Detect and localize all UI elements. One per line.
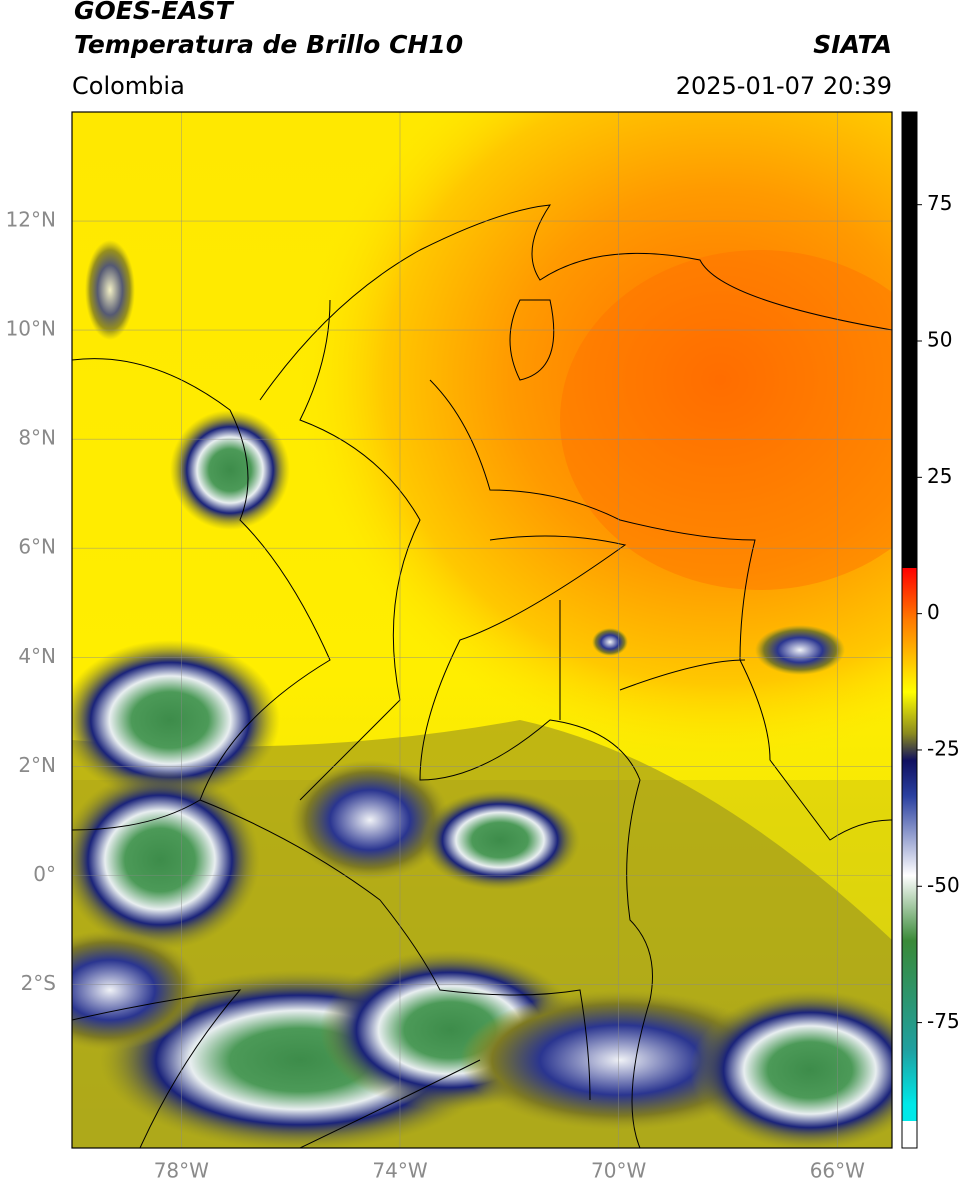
colorbar-tick-label: 0 (927, 600, 940, 624)
y-tick-label: 2°N (18, 753, 56, 777)
colorbar-tick-label: -75 (927, 1009, 960, 1033)
colorbar-tick-label: 50 (927, 328, 952, 352)
x-tick-label: 78°W (154, 1159, 209, 1183)
y-tick-label: 0° (33, 862, 56, 886)
y-tick-label: 8°N (18, 426, 56, 450)
grid (72, 112, 892, 1148)
x-tick-label: 66°W (810, 1159, 865, 1183)
region: Colombia (72, 72, 185, 100)
y-tick-label: 6°N (18, 535, 56, 559)
colorbar-tick-label: -25 (927, 736, 960, 760)
colorbar-tick-label: 25 (927, 464, 952, 488)
subtitle: Temperatura de Brillo CH10 (74, 30, 463, 59)
y-tick-label: 4°N (18, 644, 56, 668)
y-tick-label: 2°S (21, 971, 56, 995)
satellite-image (72, 112, 892, 1148)
x-tick-label: 74°W (372, 1159, 427, 1183)
title: GOES-EAST (74, 0, 235, 25)
source: SIATA (813, 30, 892, 59)
map-frame (71, 111, 893, 1149)
x-tick-label: 70°W (591, 1159, 646, 1183)
y-tick-label: 10°N (6, 317, 56, 341)
datetime: 2025-01-07 20:39 (676, 72, 892, 100)
colorbar-tick-label: 75 (927, 191, 952, 215)
y-tick-label: 12°N (6, 208, 56, 232)
colorbar (901, 111, 918, 1149)
colorbar-tick-label: -50 (927, 873, 960, 897)
